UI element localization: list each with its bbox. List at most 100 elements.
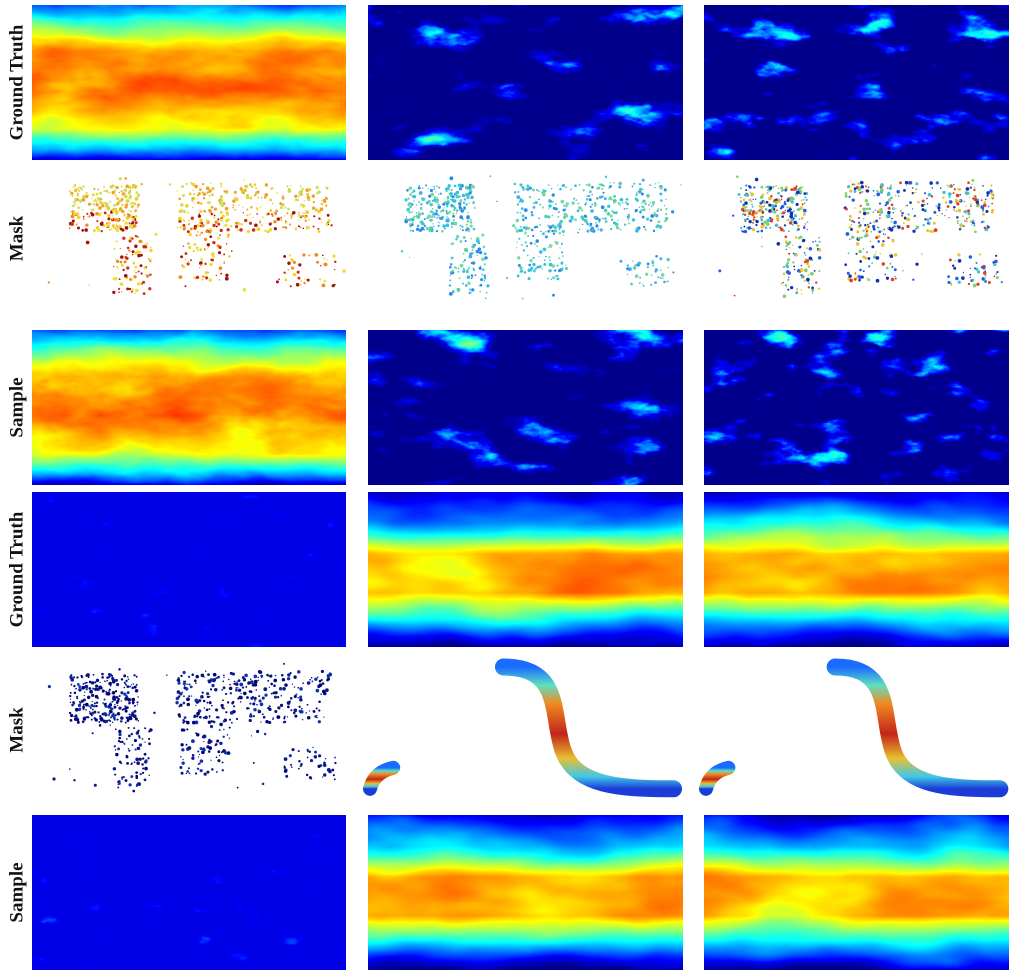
station-dot [123,260,127,264]
station-dot [774,204,777,208]
station-dot [800,289,802,291]
station-dot [199,747,203,751]
station-dot [198,213,201,215]
station-dot [249,213,252,216]
station-dot [851,183,854,186]
station-dot [520,207,524,211]
station-dot [92,687,95,690]
station-dot [470,252,474,255]
station-dot [547,246,550,249]
station-dot [604,220,608,223]
station-dot [112,712,115,715]
station-dot [635,194,638,197]
station-dot [221,769,224,772]
station-dot [183,680,185,683]
station-dot [284,206,287,209]
station-dot [426,217,428,220]
station-dot [788,276,790,278]
station-dot [867,226,870,228]
station-dot [256,213,258,215]
station-dot [198,210,200,212]
station-dot [430,210,434,214]
station-dot [198,699,202,703]
station-dot [733,294,736,297]
station-dot [82,703,85,706]
station-dot [198,762,201,765]
station-dot [470,238,472,240]
station-dot [176,226,179,229]
station-dot [275,280,279,284]
station-dot [404,219,408,224]
station-dot [890,277,895,282]
station-dot [246,229,251,234]
station-dot [775,185,778,188]
station-dot [180,728,185,732]
station-dot [583,218,588,223]
station-dot [983,226,987,230]
station-dot [112,215,114,217]
station-dot [113,247,116,251]
station-dot [107,673,111,676]
station-dot [300,710,304,714]
station-dot [116,226,119,228]
station-dot [871,224,876,229]
station-dot [559,247,561,249]
station-dot [861,190,864,193]
station-dot [134,221,138,225]
station-dot [191,206,194,208]
station-dot [743,225,746,228]
station-dot [121,209,125,214]
station-dot [214,677,217,680]
station-dot [447,201,449,203]
station-dot [204,670,207,672]
station-dot [853,221,856,224]
station-dot [317,209,321,214]
station-dot [127,213,129,215]
station-dot [439,192,442,195]
station-dot [326,677,331,681]
station-dot [634,208,638,213]
station-dot [223,260,225,262]
station-dot [101,689,105,693]
station-dot [112,695,116,699]
station-dot [118,291,120,293]
station-dot [90,682,94,685]
station-dot [242,287,247,292]
station-dot [742,213,745,216]
station-dot [793,265,796,268]
station-dot [97,711,100,714]
station-dot [77,187,79,189]
station-dot [799,245,802,248]
station-dot [619,228,622,231]
station-dot [665,208,668,211]
station-dot [967,181,970,185]
station-dot [465,269,469,274]
station-dot [325,689,329,692]
station-dot [205,708,209,712]
station-dot [455,212,458,215]
station-dot [808,282,810,285]
station-dot [186,262,190,266]
station-dot [558,269,562,273]
station-dot [993,275,996,278]
station-dot [128,701,131,705]
station-dot [564,213,569,218]
station-dot [108,191,111,194]
station-dot [194,720,199,725]
station-dot [926,197,928,200]
station-dot [929,229,932,233]
station-dot [517,263,521,267]
station-dot [299,698,303,702]
station-dot [548,225,553,229]
station-dot [110,716,113,719]
station-dot [107,213,111,218]
station-dot [225,190,229,193]
station-dot [226,235,230,238]
station-dot [553,229,557,233]
station-dot [793,210,795,213]
station-dot [976,270,981,274]
station-dot [541,206,544,209]
station-dot [762,211,765,213]
station-dot [198,261,203,265]
station-dot [483,279,486,282]
